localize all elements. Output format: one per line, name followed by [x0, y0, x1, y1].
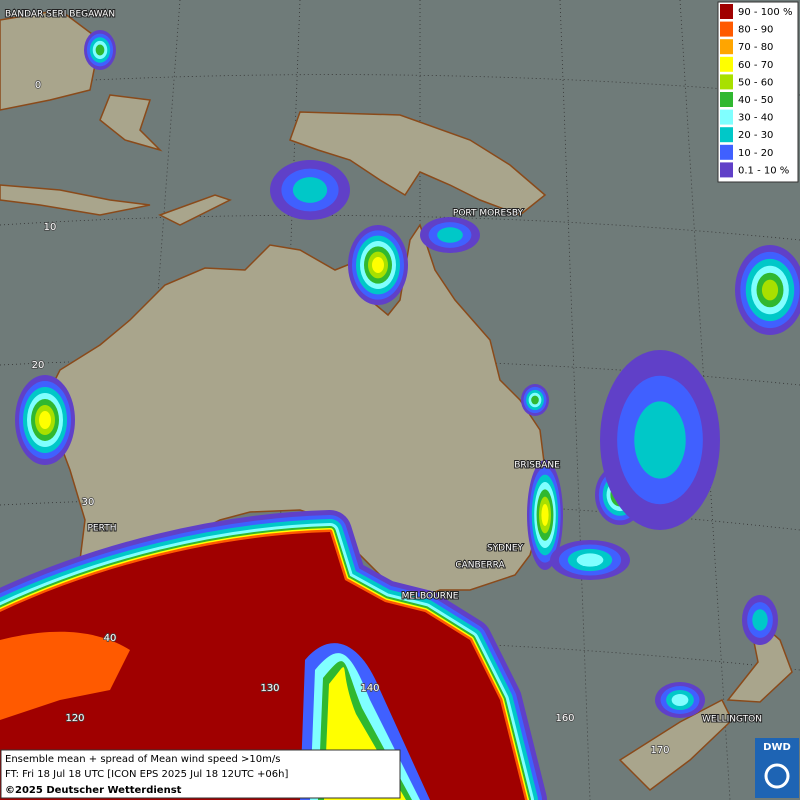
wind-cell: [292, 177, 328, 203]
longitude-label: 160: [555, 713, 574, 724]
legend-label: 20 - 30: [738, 130, 773, 141]
footer-line: FT: Fri 18 Jul 18 UTC [ICON EPS 2025 Jul…: [5, 769, 288, 780]
city-label: PERTH: [88, 524, 117, 534]
longitude-label: 140: [360, 683, 379, 694]
latitude-label: 30: [82, 497, 95, 508]
wind-cell: [39, 411, 51, 429]
legend-label: 90 - 100 %: [738, 7, 792, 18]
latitude-label: 20: [32, 360, 45, 371]
legend-swatch: [720, 4, 733, 19]
legend-label: 30 - 40: [738, 113, 773, 124]
legend-label: 40 - 50: [738, 95, 773, 106]
footer-line: Ensemble mean + spread of Mean wind spee…: [5, 754, 280, 765]
longitude-label: 120: [65, 713, 84, 724]
city-label: BRISBANE: [514, 461, 560, 471]
wind-cell: [95, 44, 105, 56]
legend-swatch: [720, 162, 733, 178]
longitude-label: 170: [650, 745, 669, 756]
latitude-label: 0: [35, 80, 41, 91]
wind-cell: [372, 257, 384, 273]
footer-line: ©2025 Deutscher Wetterdienst: [5, 785, 182, 796]
city-label: BANDAR SERI BEGAWAN: [5, 10, 115, 20]
legend-label: 80 - 90: [738, 25, 773, 36]
footer: Ensemble mean + spread of Mean wind spee…: [0, 749, 401, 799]
city-label: WELLINGTON: [702, 715, 762, 725]
legend-swatch: [720, 21, 733, 37]
city-label: SYDNEY: [487, 544, 524, 554]
logo: DWD: [755, 738, 799, 798]
legend-label: 50 - 60: [738, 77, 773, 88]
longitude-label: 130: [260, 683, 279, 694]
wind-cell: [761, 279, 779, 301]
wind-cell: [531, 395, 539, 405]
legend-swatch: [720, 39, 733, 55]
footer-box: [0, 749, 401, 799]
land: [0, 9, 793, 791]
legend-label: 70 - 80: [738, 42, 773, 53]
city-label: PORT MORESBY: [453, 209, 524, 219]
legend-swatch: [720, 109, 733, 125]
legend-swatch: [720, 92, 733, 107]
wind-cell: [671, 694, 689, 706]
legend-swatch: [720, 144, 733, 160]
latitude-label: 40: [104, 633, 117, 644]
legend-label: 0.1 - 10 %: [738, 165, 789, 176]
legend-swatch: [720, 74, 733, 90]
legend-items: 90 - 100 % 80 - 90 70 - 80 60 - 70 50 - 60 40…: [720, 4, 792, 178]
legend-swatch: [720, 56, 733, 72]
wind-cell: [541, 504, 549, 526]
wind-cell: [437, 227, 463, 243]
wind-cell: [634, 401, 686, 479]
legend: 90 - 100 % 80 - 90 70 - 80 60 - 70 50 - 60 40…: [717, 1, 799, 183]
logo-swirl: [764, 763, 790, 789]
legend-label: 60 - 70: [738, 60, 773, 71]
legend-swatch: [720, 127, 733, 143]
latitude-label: 10: [44, 222, 57, 233]
wind-cell: [752, 609, 768, 631]
legend-label: 10 - 20: [738, 148, 773, 159]
city-label: MELBOURNE: [402, 592, 459, 602]
wind-tongue: [0, 631, 130, 720]
labels: BANDAR SERI BEGAWAN PORT MORESBY BRISBANE S…: [4, 9, 763, 757]
wind-cell: [576, 553, 604, 567]
city-label: CANBERRA: [455, 561, 505, 571]
logo-text: DWD: [763, 742, 791, 753]
